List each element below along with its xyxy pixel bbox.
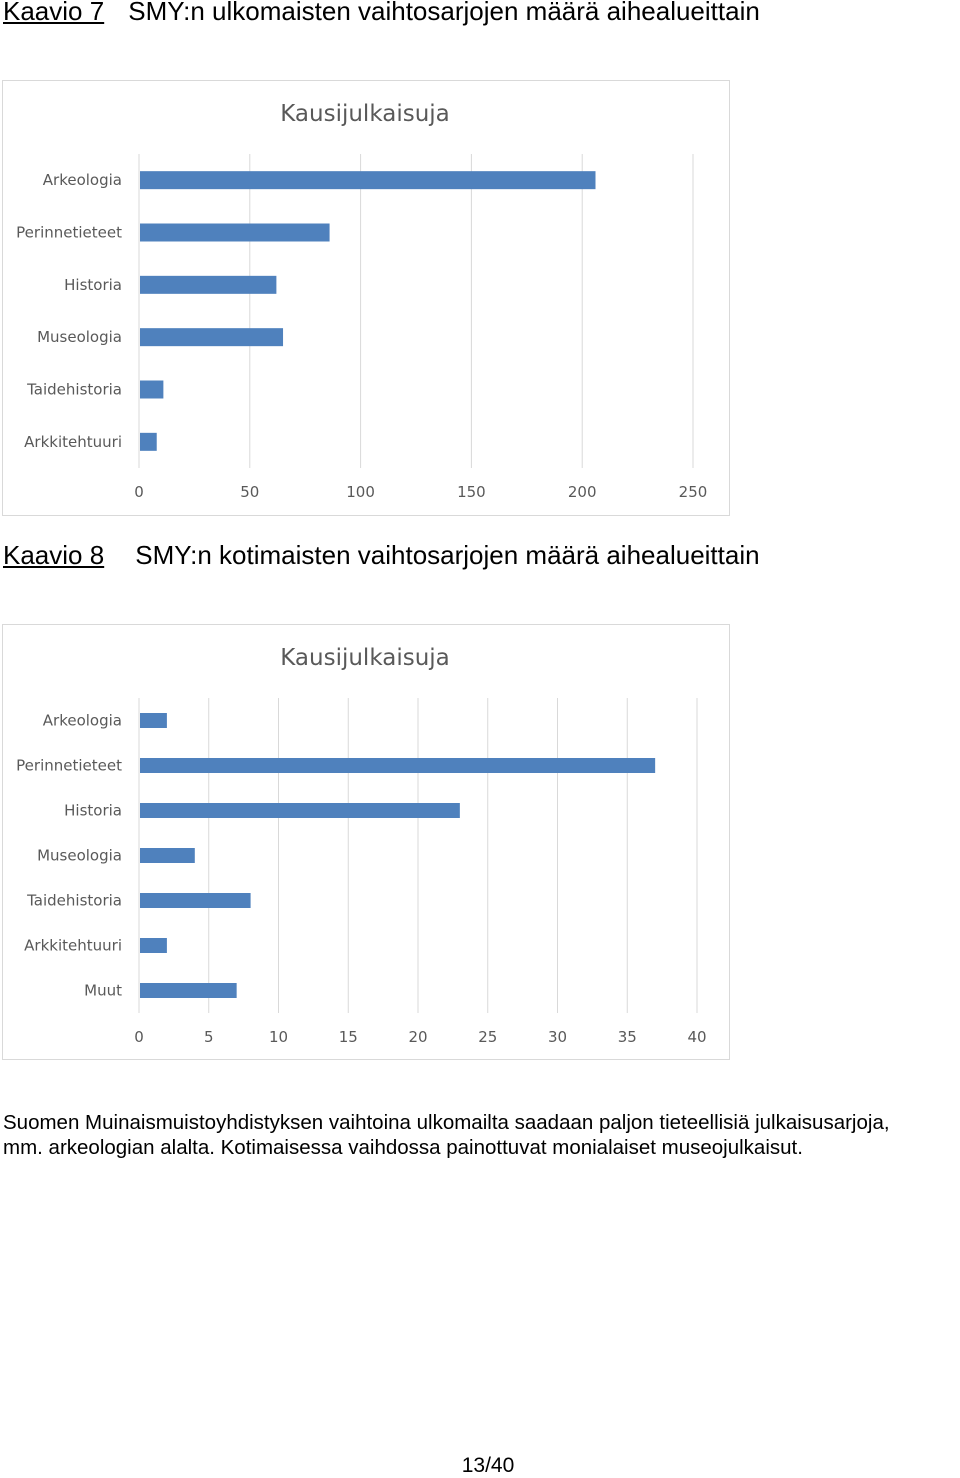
bar (140, 983, 237, 998)
figure-caption-7: Kaavio 7 SMY:n ulkomaisten vaihtosarjoje… (3, 0, 760, 27)
category-label: Arkeologia (43, 712, 122, 730)
category-label: Historia (64, 276, 122, 294)
bar (140, 938, 167, 953)
bar (140, 328, 284, 347)
bar-chart-svg: Kausijulkaisuja 0 50 100 150 200 250 Arkeologia… (16, 101, 708, 501)
x-tick-label: 10 (269, 1028, 288, 1046)
category-label: Muut (84, 982, 122, 1000)
paragraph-line: Suomen Muinaismuistoyhdistyksen vaihtoin… (3, 1111, 890, 1134)
bar (140, 758, 656, 773)
figure-caption-8: Kaavio 8 SMY:n kotimaisten vaihtosarjoje… (3, 540, 760, 571)
bar (140, 893, 251, 908)
x-tick-label: 40 (687, 1028, 706, 1046)
category-label: Taidehistoria (26, 381, 122, 399)
x-tick-label: 150 (457, 483, 486, 501)
x-tick-label: 250 (679, 483, 708, 501)
x-tick-label: 25 (478, 1028, 497, 1046)
category-label: Arkkitehtuuri (24, 433, 122, 451)
category-label: Perinnetieteet (16, 224, 122, 242)
chart-title: Kausijulkaisuja (280, 101, 450, 127)
paragraph-line: mm. arkeologian alalta. Kotimaisessa vai… (3, 1136, 803, 1159)
caption-number: Kaavio 7 (3, 0, 105, 26)
x-tick-label: 0 (134, 483, 144, 501)
chart-title: Kausijulkaisuja (280, 645, 450, 671)
chart-foreign-exchange-series: Kausijulkaisuja 0 50 100 150 200 250 Arkeologia… (2, 80, 730, 516)
category-label: Arkeologia (43, 171, 122, 189)
x-tick-label: 5 (204, 1028, 214, 1046)
category-label: Museologia (37, 328, 122, 346)
chart-domestic-exchange-series: Kausijulkaisuja 0 5 10 15 20 25 30 35 40 Arkeologi… (2, 624, 730, 1060)
bar (140, 432, 157, 451)
page-number: 13/40 (461, 1454, 515, 1477)
bar (140, 848, 195, 863)
x-tick-label: 15 (339, 1028, 358, 1046)
caption-title: SMY:n ulkomaisten vaihtosarjojen määrä a… (128, 0, 760, 26)
x-tick-label: 100 (346, 483, 375, 501)
category-label: Museologia (37, 847, 122, 865)
x-tick-label: 30 (548, 1028, 567, 1046)
bar (140, 713, 167, 728)
bar (140, 275, 277, 294)
x-tick-label: 35 (618, 1028, 637, 1046)
x-tick-label: 200 (568, 483, 597, 501)
x-tick-label: 20 (408, 1028, 427, 1046)
category-label: Perinnetieteet (16, 757, 122, 775)
bar (140, 223, 330, 242)
x-tick-label: 50 (240, 483, 259, 501)
category-label: Taidehistoria (26, 892, 122, 910)
x-tick-label: 0 (134, 1028, 144, 1046)
body-paragraph: Suomen Muinaismuistoyhdistyksen vaihtoin… (3, 1110, 960, 1160)
category-label: Historia (64, 802, 122, 820)
bar (140, 380, 164, 399)
caption-number: Kaavio 8 (3, 540, 105, 570)
caption-title: SMY:n kotimaisten vaihtosarjojen määrä a… (135, 540, 760, 570)
bar (140, 803, 460, 818)
bar (140, 171, 596, 190)
bar-chart-svg: Kausijulkaisuja 0 5 10 15 20 25 30 35 40 Arkeologi… (16, 645, 706, 1046)
category-label: Arkkitehtuuri (24, 937, 122, 955)
